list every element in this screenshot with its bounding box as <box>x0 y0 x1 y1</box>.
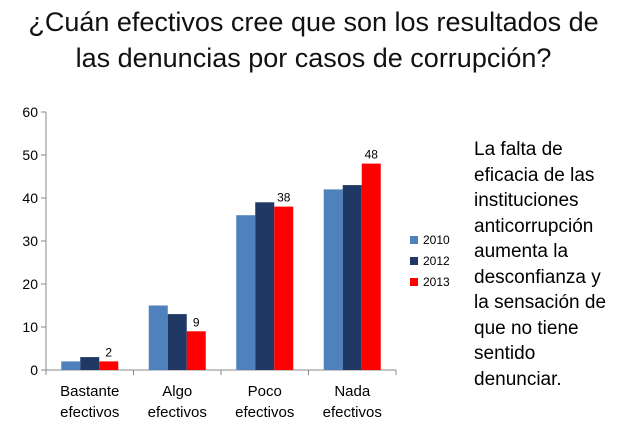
y-tick-label: 40 <box>22 190 38 206</box>
side-note-line: eficacia de las <box>474 164 595 186</box>
legend-label: 2012 <box>423 254 450 268</box>
side-note-line: aumenta la <box>474 241 569 262</box>
title-line-2: las denuncias por casos de corrupción? <box>75 43 552 73</box>
side-note-line: sentido <box>474 343 536 364</box>
bar-2013 <box>274 206 294 370</box>
side-note-line: desconfianza y <box>474 266 601 288</box>
bar-2012 <box>167 314 187 370</box>
bar-2010 <box>148 305 168 370</box>
x-tick-label: efectivos <box>323 404 382 421</box>
legend-label: 2013 <box>423 275 450 289</box>
bar-2013 <box>186 331 206 370</box>
side-note: La falta de eficacia de las institucione… <box>474 137 624 392</box>
y-tick-label: 60 <box>22 104 38 120</box>
x-tick-label: Nada <box>334 383 371 400</box>
side-note-line: denunciar. <box>474 368 562 390</box>
y-tick-label: 50 <box>22 147 38 163</box>
side-note-line: instituciones <box>474 190 579 211</box>
data-label: 9 <box>193 315 200 329</box>
chart-title: ¿Cuán efectivos cree que son los resulta… <box>0 4 627 76</box>
y-tick-label: 10 <box>22 319 38 335</box>
x-tick-label: efectivos <box>148 404 207 421</box>
bar-2012 <box>255 202 275 370</box>
bar-2010 <box>236 215 256 370</box>
side-note-line: que no tiene <box>474 317 579 339</box>
side-note-line: La falta de <box>474 139 563 160</box>
x-tick-label: Poco <box>248 383 282 400</box>
bar-2013 <box>361 163 381 370</box>
bar-2012 <box>80 357 100 370</box>
y-tick-label: 30 <box>22 233 38 249</box>
bar-chart: 0 10 20 30 40 50 60 2 Bastante efectivos 9 Algo efec… <box>22 104 450 421</box>
bar-2013 <box>99 361 119 370</box>
y-tick-label: 0 <box>30 362 38 378</box>
data-label: 2 <box>105 345 112 359</box>
x-tick-label: efectivos <box>235 404 294 421</box>
bar-2010 <box>323 189 343 370</box>
side-note-line: la sensación de <box>474 292 607 313</box>
bar-2012 <box>342 185 362 370</box>
x-tick-label: Algo <box>162 383 192 400</box>
x-tick-label: efectivos <box>60 404 119 421</box>
legend-swatch <box>410 257 418 265</box>
legend-swatch <box>410 236 418 244</box>
title-line-1: ¿Cuán efectivos cree que son los resulta… <box>28 7 599 37</box>
y-tick-label: 20 <box>22 276 38 292</box>
side-note-line: anticorrupción <box>474 215 594 237</box>
data-label: 38 <box>277 191 291 205</box>
legend-label: 2010 <box>423 233 450 247</box>
data-label: 48 <box>365 148 379 162</box>
x-tick-label: Bastante <box>60 383 119 400</box>
legend-swatch <box>410 278 418 286</box>
bar-2010 <box>61 361 81 370</box>
